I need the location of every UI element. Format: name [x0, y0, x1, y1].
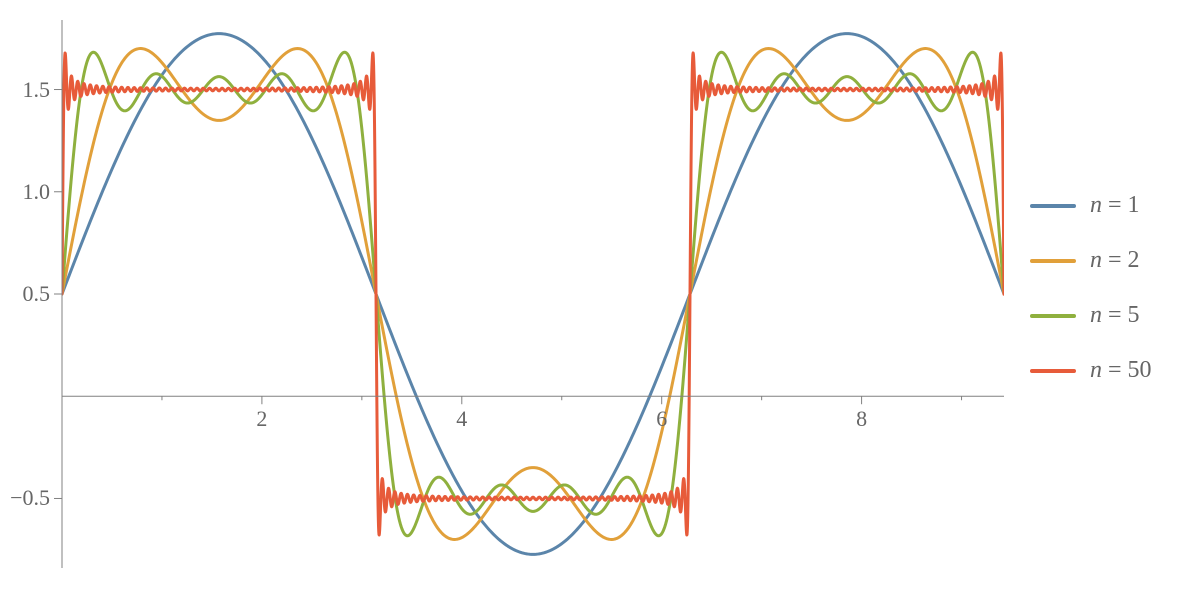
- ticks: [54, 90, 962, 499]
- y-tick-label: 1.5: [23, 77, 51, 103]
- chart-container: n = 1 n = 2 n = 5 n = 50 2 4 6 8 −0.5 0.5 1.0 1.5: [0, 0, 1200, 599]
- legend-item-n2: n = 2: [1030, 247, 1152, 274]
- legend-swatch-icon: [1030, 369, 1076, 373]
- series-n2: [62, 49, 1004, 540]
- legend-item-n5: n = 5: [1030, 302, 1152, 329]
- legend-label: n = 2: [1090, 247, 1140, 274]
- axes: [62, 20, 1004, 568]
- x-tick-label: 4: [456, 406, 467, 432]
- series-n1: [62, 34, 1004, 555]
- legend-label: n = 50: [1090, 357, 1152, 384]
- legend-swatch-icon: [1030, 259, 1076, 263]
- legend: n = 1 n = 2 n = 5 n = 50: [1030, 192, 1152, 384]
- y-tick-label: 0.5: [23, 281, 51, 307]
- y-tick-label: 1.0: [23, 179, 51, 205]
- legend-item-n1: n = 1: [1030, 192, 1152, 219]
- x-tick-label: 8: [856, 406, 867, 432]
- legend-swatch-icon: [1030, 314, 1076, 318]
- fourier-chart: [0, 0, 1200, 599]
- series-n5: [62, 52, 1004, 536]
- series-n50: [62, 53, 1004, 535]
- legend-label: n = 5: [1090, 302, 1140, 329]
- legend-label: n = 1: [1090, 192, 1140, 219]
- x-tick-label: 6: [656, 406, 667, 432]
- x-tick-label: 2: [256, 406, 267, 432]
- legend-swatch-icon: [1030, 204, 1076, 208]
- y-tick-label: −0.5: [10, 485, 50, 511]
- legend-item-n50: n = 50: [1030, 357, 1152, 384]
